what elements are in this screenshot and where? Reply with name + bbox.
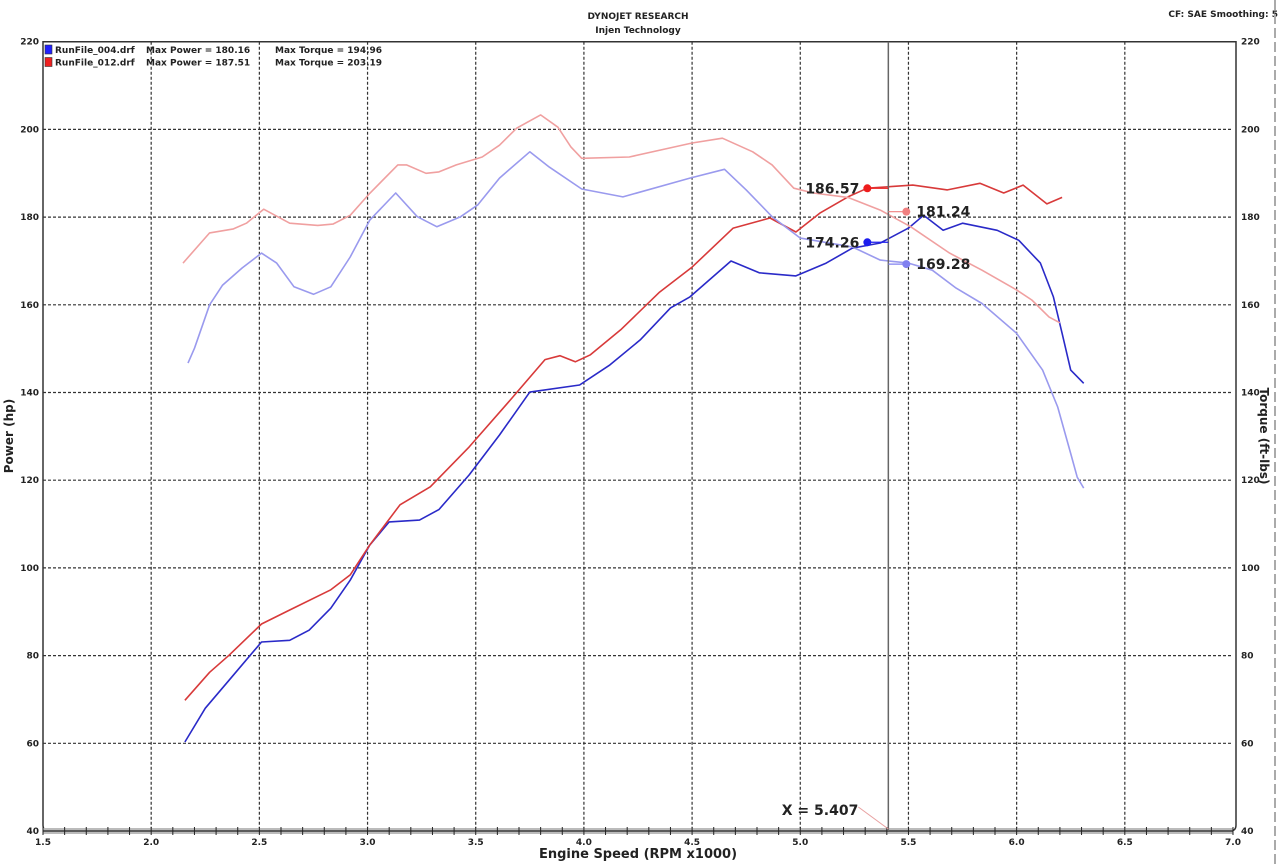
y-tick-label-right: 220 — [1241, 38, 1260, 48]
series-line-1 — [184, 214, 1085, 743]
cursor-leader-line — [858, 806, 889, 830]
plot-frame — [42, 40, 1237, 832]
y-tick-label-left: 200 — [20, 125, 39, 135]
x-tick-label: 2.0 — [143, 838, 159, 848]
x-axis-label: Engine Speed (RPM x1000) — [539, 847, 737, 862]
legend-file: RunFile_012.drf — [55, 59, 135, 69]
legend-max-torque: Max Torque = 194.96 — [275, 46, 382, 56]
x-tick-label: 4.0 — [576, 838, 592, 848]
legend: RunFile_004.drf Max Power = 180.16 Max Tor… — [44, 44, 382, 69]
legend-max-power: Max Power = 180.16 — [146, 46, 250, 56]
legend-max-power: Max Power = 187.51 — [146, 59, 250, 69]
y-tick-label-left: 40 — [26, 827, 39, 837]
y-axis-label-left: Power (hp) — [2, 399, 16, 473]
series-line-3 — [187, 151, 1085, 489]
marker-dot — [902, 260, 911, 269]
cursor-label: X = 5.407 — [782, 803, 859, 819]
legend-file: RunFile_004.drf — [55, 46, 135, 56]
legend-swatch — [44, 44, 53, 55]
marker-dot — [863, 184, 872, 193]
y-tick-label-left: 140 — [20, 389, 39, 399]
settings-text: CF: SAE Smoothing: 5 — [1168, 10, 1278, 20]
x-tick-label: 5.0 — [792, 838, 808, 848]
legend-max-torque: Max Torque = 203.19 — [275, 59, 382, 69]
markers-group: 186.57 174.26 181.24 169.28 — [805, 181, 970, 273]
y-tick-label-right: 40 — [1241, 827, 1254, 837]
y-tick-label-right: 80 — [1241, 652, 1254, 662]
grid — [43, 41, 1233, 831]
marker-label: 186.57 — [805, 181, 859, 197]
legend-swatch — [44, 57, 53, 67]
cursor-group[interactable]: X = 5.407 — [782, 41, 890, 831]
y-tick-label-right: 200 — [1241, 125, 1260, 135]
x-tick-label: 3.5 — [468, 838, 484, 848]
chart-title: DYNOJET RESEARCH — [587, 12, 688, 22]
y-tick-label-left: 220 — [20, 38, 39, 48]
y-tick-label-left: 80 — [26, 652, 39, 662]
x-tick-label: 4.5 — [684, 838, 700, 848]
y-tick-label-left: 180 — [20, 213, 39, 223]
y-tick-label-right: 140 — [1241, 389, 1260, 399]
y-tick-label-left: 60 — [26, 739, 39, 749]
x-tick-label: 3.0 — [360, 838, 376, 848]
axes: 1.5 2.0 2.5 3.0 3.5 4.0 4.5 5.0 5.5 6.0 6.5 7.0 220 2… — [20, 38, 1260, 848]
y-tick-label-left: 160 — [20, 301, 39, 311]
y-tick-label-right: 160 — [1241, 301, 1260, 311]
x-tick-label: 2.5 — [251, 838, 267, 848]
x-tick-label: 6.5 — [1117, 838, 1133, 848]
x-tick-label: 7.0 — [1225, 838, 1241, 848]
series-line-4 — [182, 114, 1061, 324]
y-tick-label-left: 120 — [20, 476, 39, 486]
x-tick-label: 5.5 — [900, 838, 916, 848]
y-tick-label-left: 100 — [20, 564, 39, 574]
y-tick-label-right: 60 — [1241, 739, 1254, 749]
y-tick-label-right: 120 — [1241, 476, 1260, 486]
chart-subtitle: Injen Technology — [595, 26, 681, 36]
x-tick-label: 1.5 — [35, 838, 51, 848]
x-tick-label: 6.0 — [1009, 838, 1025, 848]
marker-dot — [902, 207, 911, 216]
y-tick-label-right: 100 — [1241, 564, 1260, 574]
marker-label: 174.26 — [805, 235, 859, 251]
series-line-2 — [184, 182, 1063, 701]
y-axis-label-right: Torque (ft-lbs) — [1257, 388, 1271, 485]
marker-dot — [863, 238, 872, 247]
marker-label: 181.24 — [916, 205, 970, 221]
marker-label: 169.28 — [916, 257, 970, 273]
series-group — [182, 114, 1085, 743]
y-tick-label-right: 180 — [1241, 213, 1260, 223]
